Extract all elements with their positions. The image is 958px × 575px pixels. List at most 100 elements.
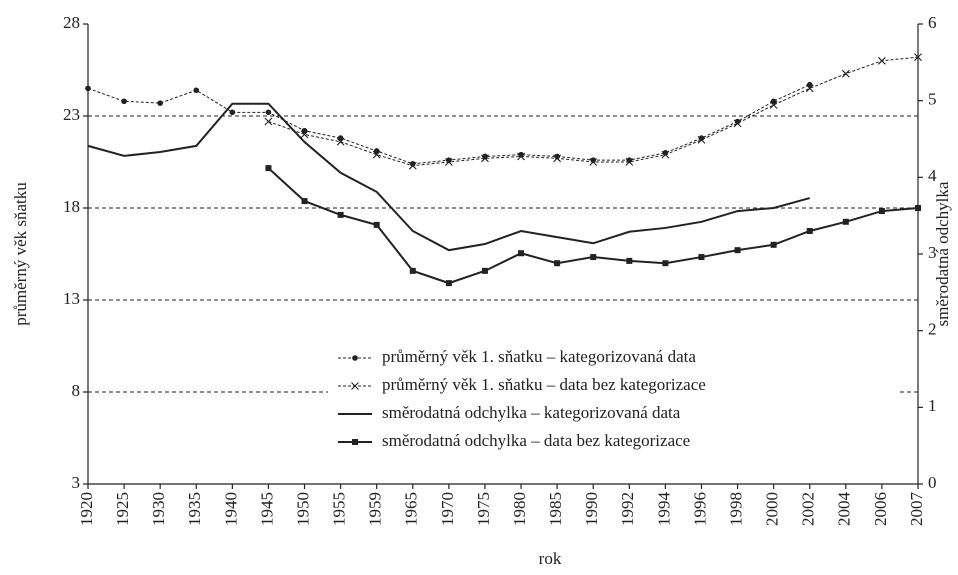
point [878,208,885,215]
point [842,218,849,225]
point [589,158,598,166]
y2-tick-label: 1 [928,396,937,415]
point [229,109,236,116]
point [337,211,344,218]
point [373,221,380,228]
point [372,150,381,159]
x-tick-label: 1959 [366,492,385,526]
point [336,137,345,146]
x-tick-label: 2007 [907,492,926,527]
x-tick-label: 1950 [293,492,312,526]
y-tick-label: 8 [72,381,81,400]
point [265,165,272,172]
y2-tick-label: 2 [928,320,937,339]
y-tick-label: 28 [63,13,80,32]
x-tick-label: 1935 [185,492,204,526]
point [517,152,525,161]
x-tick-label: 1940 [221,492,240,526]
point [301,198,308,205]
point [351,382,359,390]
point [352,355,358,361]
x-tick-label: 1945 [257,492,276,526]
x-tick-label: 1980 [510,492,529,526]
point [697,136,706,144]
x-tick-label: 1925 [113,492,132,526]
y2-tick-label: 0 [928,473,937,492]
point [445,280,452,287]
point [193,87,200,94]
x-tick-label: 2000 [763,492,782,526]
y2-axis-title: směrodatná odchylka [933,181,952,326]
point [157,100,163,106]
point [444,158,453,166]
point [769,101,778,109]
point [806,228,813,234]
x-tick-label: 1985 [546,492,565,526]
series-line [87,84,810,165]
x-tick-label: 2006 [871,492,890,526]
x-axis-title: rok [539,549,562,568]
point [590,254,597,261]
point [770,98,777,105]
point [518,250,525,257]
x-tick-label: 2002 [799,492,818,526]
point [661,150,670,159]
point [352,439,358,445]
x-tick-label: 1955 [330,492,349,526]
point [553,154,562,163]
x-tick-label: 1998 [726,492,745,526]
y2-tick-label: 3 [928,243,937,262]
point [373,148,380,154]
x-tick-label: 1992 [618,492,637,526]
point [554,260,561,267]
point [265,109,272,116]
y-tick-label: 3 [72,473,81,492]
point [301,127,308,134]
y-axis-title: průměrný věk sňatku [11,182,30,326]
point [264,117,273,126]
x-tick-label: 1975 [474,492,493,526]
legend-label: směrodatná odchylka – data bez kategoriz… [382,431,690,450]
point [805,84,814,93]
point [121,98,127,105]
legend-box [328,344,898,470]
series-line [268,56,919,167]
point [625,158,634,166]
point [698,254,705,261]
point [85,85,91,92]
legend-label: průměrný věk 1. sňatku – kategorizovaná … [382,347,696,366]
point [337,135,344,141]
point [841,69,850,78]
point [662,260,669,267]
x-tick-label: 1965 [402,492,421,526]
y2-tick-label: 5 [928,90,937,109]
x-tick-label: 1920 [77,492,96,526]
x-tick-label: 1994 [654,492,673,527]
point [878,56,886,65]
point [518,151,524,158]
point [626,257,633,264]
x-tick-label: 1990 [582,492,601,526]
y-tick-label: 18 [63,197,80,216]
x-tick-label: 2004 [835,492,854,527]
point [554,153,560,160]
point [408,161,417,170]
point [733,119,742,128]
point [770,241,777,248]
point [300,130,309,139]
x-tick-label: 1996 [690,492,709,526]
y2-tick-label: 4 [928,166,937,185]
point [915,205,921,211]
y2-tick-label: 6 [928,13,937,32]
legend-label: směrodatná odchylka – kategorizovaná dat… [382,403,681,422]
legend-label: průměrný věk 1. sňatku – data bez katego… [382,375,706,394]
y-tick-label: 13 [63,289,80,308]
point [806,81,813,88]
point [481,267,488,274]
point [914,53,922,62]
point [734,247,741,254]
point [409,267,416,274]
series-line [87,102,811,252]
y-tick-label: 23 [63,105,80,124]
